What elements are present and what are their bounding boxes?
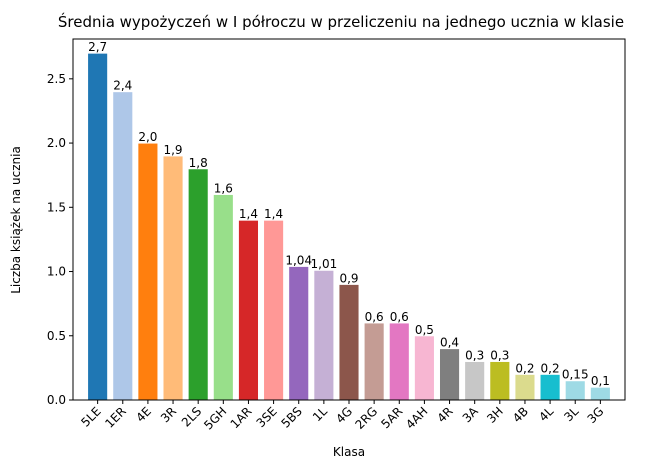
- bar-4R: [438, 348, 461, 401]
- data-label: 0,3: [465, 348, 484, 362]
- bar-3H: [489, 360, 511, 401]
- x-tick-label: 5LE: [78, 404, 103, 429]
- data-label: 1,04: [285, 253, 312, 267]
- x-tick-label: 5AR: [378, 404, 405, 431]
- data-label: 0,6: [365, 310, 384, 324]
- x-tick-label: 3H: [484, 404, 506, 426]
- x-tick-label: 4L: [536, 404, 556, 424]
- bar-5AR: [388, 322, 410, 401]
- bar-4E: [137, 142, 159, 401]
- x-tick-label: 1AR: [228, 404, 255, 431]
- data-label: 0,2: [515, 361, 534, 375]
- x-tick-label: 3L: [561, 404, 581, 424]
- bar-4AH: [413, 335, 435, 401]
- y-tick-label: 1.0: [47, 265, 66, 279]
- bar-3SE: [263, 219, 285, 401]
- data-label: 0,2: [541, 361, 560, 375]
- x-tick-label: 2RG: [352, 404, 380, 432]
- y-axis-label: Liczba książek na ucznia: [9, 146, 23, 294]
- data-label: 0,3: [490, 348, 509, 362]
- x-tick-label: 5BS: [278, 404, 304, 430]
- bar-4G: [338, 283, 360, 401]
- data-label: 2,4: [113, 79, 132, 93]
- data-label: 1,4: [239, 207, 258, 221]
- x-axis-label: Klasa: [333, 445, 365, 459]
- bar-5GH: [212, 193, 234, 401]
- x-tick-label: 4E: [133, 404, 154, 425]
- data-label: 0,4: [440, 336, 459, 350]
- x-tick-label: 4R: [434, 404, 455, 425]
- x-tick-label: 2LS: [179, 404, 204, 429]
- x-tick-label: 4B: [510, 404, 531, 425]
- x-tick-label: 3R: [158, 404, 179, 425]
- bar-1AR: [237, 219, 260, 401]
- data-label: 0,1: [591, 374, 610, 388]
- bar-3R: [162, 155, 184, 401]
- y-tick-label: 2.5: [47, 72, 66, 86]
- y-tick-label: 2.0: [47, 136, 66, 150]
- data-label: 0,6: [390, 310, 409, 324]
- y-tick-label: 0.5: [47, 329, 66, 343]
- data-label: 1,8: [189, 156, 208, 170]
- x-tick-label: 5GH: [201, 404, 229, 432]
- data-label: 1,6: [214, 181, 233, 195]
- bar-3A: [464, 360, 486, 401]
- y-tick-label: 0.0: [47, 393, 66, 407]
- x-tick-label: 3SE: [254, 404, 280, 430]
- bar-2RG: [363, 322, 385, 401]
- data-label: 1,9: [163, 143, 182, 157]
- bar-3G: [589, 386, 611, 401]
- x-tick-label: 1ER: [102, 404, 129, 431]
- x-tick-label: 3G: [585, 404, 607, 426]
- data-label: 2,0: [138, 130, 157, 144]
- bar-1L: [313, 269, 335, 401]
- data-label: 2,7: [88, 40, 107, 54]
- data-label: 0,9: [339, 271, 358, 285]
- y-tick-label: 1.5: [47, 200, 66, 214]
- bar-3L: [564, 380, 586, 401]
- bar-4B: [514, 373, 536, 401]
- x-tick-label: 3A: [460, 404, 482, 426]
- bar-5BS: [288, 265, 310, 401]
- bar-1ER: [112, 91, 134, 401]
- x-tick-label: 4AH: [403, 404, 430, 431]
- x-tick-label: 1L: [310, 404, 330, 424]
- chart-title: Średnia wypożyczeń w I półroczu w przeli…: [58, 12, 624, 31]
- data-label: 1,4: [264, 207, 283, 221]
- data-label: 1,01: [311, 257, 338, 271]
- bar-2LS: [187, 168, 209, 401]
- data-label: 0,15: [562, 368, 589, 382]
- bar-4L: [539, 373, 561, 401]
- bar-5LE: [87, 52, 109, 401]
- plot-frame: [72, 38, 626, 401]
- data-label: 0,5: [415, 323, 434, 337]
